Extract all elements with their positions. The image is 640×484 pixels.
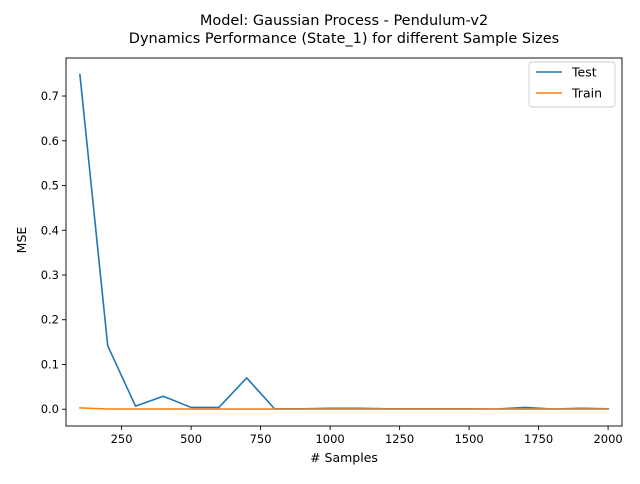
x-tick-label: 1750 <box>524 432 553 446</box>
y-axis-label: MSE <box>14 227 29 254</box>
x-tick-label: 1500 <box>454 432 483 446</box>
y-tick-label: 0.2 <box>41 313 59 327</box>
x-tick-label: 1000 <box>315 432 344 446</box>
legend-label-test: Test <box>571 65 597 80</box>
y-tick-label: 0.1 <box>41 357 59 371</box>
series-line-train <box>79 407 609 410</box>
x-tick-label: 750 <box>250 432 272 446</box>
legend: Test Train <box>528 61 616 108</box>
y-tick-label: 0.3 <box>41 268 59 282</box>
chart-title-line1: Model: Gaussian Process - Pendulum-v2 <box>200 13 488 29</box>
x-tick-label: 2000 <box>593 432 622 446</box>
plot-area: 250 500 750 1000 1250 1500 1750 2000 0.0 0.1 0.2 0.… <box>41 57 623 446</box>
x-tick-label: 1250 <box>385 432 414 446</box>
legend-label-train: Train <box>571 86 602 101</box>
y-tick-label: 0.6 <box>41 134 59 148</box>
chart-title-line2: Dynamics Performance (State_1) for diffe… <box>129 31 559 47</box>
x-axis-label: # Samples <box>310 450 378 465</box>
x-tick-label: 250 <box>111 432 133 446</box>
y-tick-label: 0.7 <box>41 89 59 103</box>
y-tick-label: 0.5 <box>41 179 59 193</box>
x-tick-label: 500 <box>180 432 202 446</box>
axes-frame <box>65 57 623 427</box>
y-tick-label: 0.4 <box>41 223 59 237</box>
legend-box <box>528 61 616 108</box>
y-tick-label: 0.0 <box>41 402 59 416</box>
